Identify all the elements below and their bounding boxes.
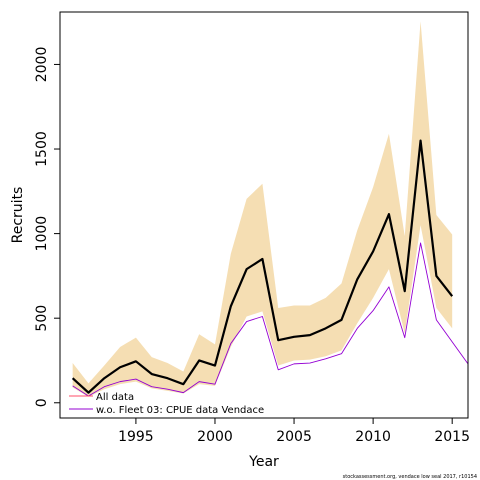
y-axis: 0 500 1000 1500 2000 (34, 47, 60, 407)
x-tick-label: 2010 (355, 429, 391, 445)
y-tick-label: 500 (34, 305, 50, 332)
x-tick-label: 2000 (197, 429, 233, 445)
x-tick-label: 2005 (276, 429, 312, 445)
x-tick-label: 1995 (118, 429, 154, 445)
wo-fleet-03-line (72, 242, 468, 397)
y-tick-label: 0 (34, 398, 50, 407)
y-tick-label: 1000 (34, 216, 50, 252)
all-data-line (71, 139, 454, 394)
y-tick-label: 1500 (34, 131, 50, 167)
confidence-band-layer (72, 21, 453, 397)
legend-label-all-data: All data (96, 392, 134, 403)
y-tick-label: 2000 (34, 47, 50, 83)
credit-text: stockassessment.org, vendace low seal 20… (343, 474, 477, 480)
x-axis: 1995 2000 2005 2010 2015 (118, 417, 470, 445)
confidence-band (72, 21, 453, 397)
x-tick-label: 2015 (434, 429, 470, 445)
x-axis-title: Year (248, 454, 279, 470)
legend-label-wo-fleet-03: w.o. Fleet 03: CPUE data Vendace (96, 405, 264, 416)
y-axis-title: Recruits (10, 187, 26, 244)
series-layer (71, 139, 468, 397)
legend: All data w.o. Fleet 03: CPUE data Vendac… (69, 392, 264, 416)
